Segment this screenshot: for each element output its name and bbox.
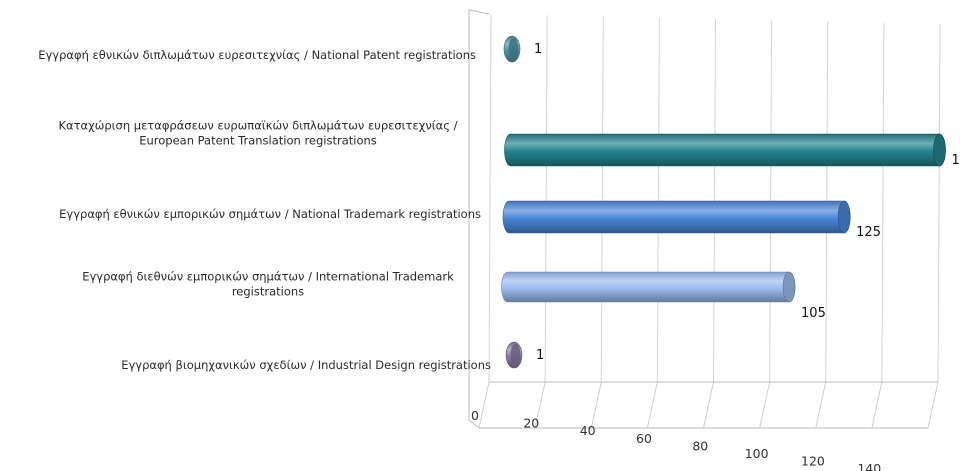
data-label: 160 xyxy=(952,153,960,168)
floor-gridline xyxy=(478,381,490,429)
x-axis-ticks: 0 20 40 60 80 100 120 140 160 xyxy=(471,408,938,471)
category-label-line: Εγγραφή εθνικών εμπορικών σημάτων / Nati… xyxy=(59,207,481,221)
data-label: 1 xyxy=(536,348,544,363)
x-tick-label: 0 xyxy=(471,408,479,423)
gridline xyxy=(544,15,548,383)
floor-gridline xyxy=(927,381,939,429)
bar-body xyxy=(501,271,796,303)
x-tick-label: 60 xyxy=(636,431,652,446)
bar-cap xyxy=(782,271,796,303)
data-label: 105 xyxy=(801,306,826,321)
bar xyxy=(505,341,523,369)
side-wall xyxy=(468,9,490,429)
data-label: 125 xyxy=(856,225,881,240)
floor-gridline xyxy=(759,381,771,429)
x-tick-label: 40 xyxy=(580,423,596,438)
gridline xyxy=(600,16,604,383)
bar-body xyxy=(504,133,946,167)
category-labels: Εγγραφή εθνικών διπλωμάτων ευρεσιτεχνίας… xyxy=(38,48,491,372)
bar xyxy=(503,35,521,63)
x-tick-label: 80 xyxy=(692,438,708,453)
floor-gridline xyxy=(703,381,714,429)
data-label: 1 xyxy=(534,42,542,57)
bar xyxy=(502,200,851,234)
x-tick-label: 20 xyxy=(523,416,539,431)
category-label-line: Εγγραφή βιομηχανικών σχεδίων / Industria… xyxy=(121,358,491,372)
category-label: Καταχώριση μεταφράσεων ευρωπαϊκών διπλωμ… xyxy=(58,119,457,148)
bar xyxy=(501,271,796,303)
bar-cap xyxy=(508,38,519,60)
floor-gridline xyxy=(871,381,883,429)
category-label-line: Καταχώριση μεταφράσεων ευρωπαϊκών διπλωμ… xyxy=(58,119,457,133)
x-tick-label: 140 xyxy=(857,461,881,471)
chart-bars xyxy=(501,35,946,369)
category-label: Εγγραφή εθνικών διπλωμάτων ευρεσιτεχνίας… xyxy=(38,48,476,62)
gridline xyxy=(488,13,492,383)
category-label: Εγγραφή διεθνών εμπορικών σημάτων / Inte… xyxy=(82,270,454,299)
gridline xyxy=(713,19,716,383)
data-labels: 1 160 125 105 1 xyxy=(534,42,960,363)
floor-gridline xyxy=(646,381,658,429)
category-label-line: European Patent Translation registration… xyxy=(139,134,377,148)
x-tick-label: 160 xyxy=(914,469,938,471)
bar-cap xyxy=(933,133,946,167)
category-label: Εγγραφή εθνικών εμπορικών σημάτων / Nati… xyxy=(59,207,481,221)
floor-gridline xyxy=(590,381,602,429)
floor-gridline xyxy=(815,381,827,429)
floor-gridline xyxy=(534,381,546,429)
gridline xyxy=(656,17,660,383)
category-label-line: registrations xyxy=(232,285,304,299)
x-tick-label: 100 xyxy=(745,446,769,461)
category-label-line: Εγγραφή διεθνών εμπορικών σημάτων / Inte… xyxy=(82,270,454,284)
category-label-line: Εγγραφή εθνικών διπλωμάτων ευρεσιτεχνίας… xyxy=(38,48,476,62)
bar-cap xyxy=(837,200,851,234)
bar-body xyxy=(502,200,851,234)
x-tick-label: 120 xyxy=(801,454,825,469)
bar-cap xyxy=(510,344,521,366)
gridline xyxy=(937,24,941,383)
bar xyxy=(504,133,946,167)
category-label: Εγγραφή βιομηχανικών σχεδίων / Industria… xyxy=(121,358,491,372)
gridline xyxy=(881,23,885,383)
